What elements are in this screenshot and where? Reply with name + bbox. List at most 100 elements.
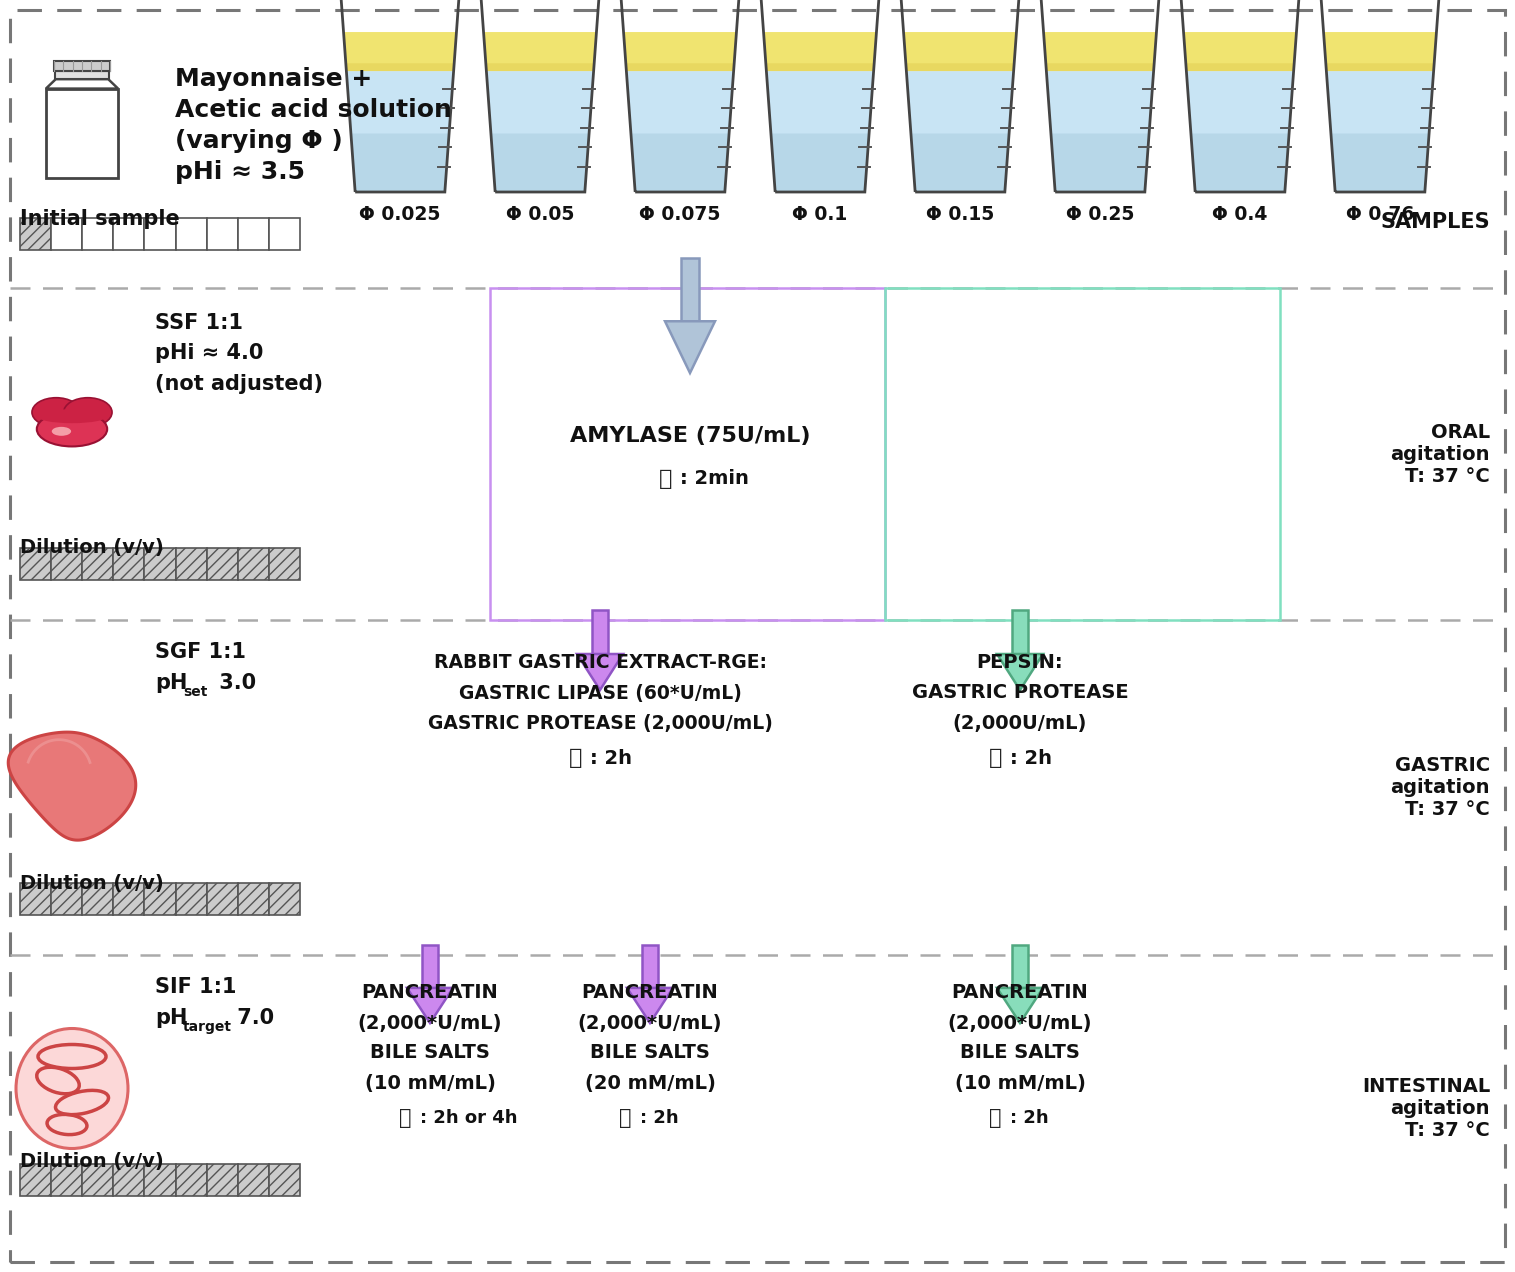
Text: (10 mM/mL): (10 mM/mL) bbox=[365, 1074, 495, 1093]
Bar bbox=[52, 218, 82, 251]
Text: Dilution (v/v): Dilution (v/v) bbox=[20, 1152, 164, 1172]
Text: Initial sample: Initial sample bbox=[20, 209, 180, 229]
Polygon shape bbox=[1326, 71, 1433, 192]
Text: : 2h or 4h: : 2h or 4h bbox=[420, 1109, 518, 1127]
Text: BILE SALTS: BILE SALTS bbox=[961, 1043, 1080, 1062]
Text: : 2h: : 2h bbox=[1011, 1109, 1048, 1127]
Text: PANCREATIN: PANCREATIN bbox=[362, 983, 498, 1002]
Bar bbox=[144, 548, 176, 580]
Polygon shape bbox=[903, 32, 1017, 64]
Bar bbox=[82, 1164, 114, 1196]
Text: GASTRIC PROTEASE (2,000U/mL): GASTRIC PROTEASE (2,000U/mL) bbox=[427, 715, 773, 734]
Text: Φ 0.05: Φ 0.05 bbox=[506, 205, 574, 224]
Polygon shape bbox=[665, 322, 715, 373]
Text: Φ 0.025: Φ 0.025 bbox=[359, 205, 441, 224]
Bar bbox=[1012, 611, 1029, 654]
Polygon shape bbox=[903, 32, 1017, 71]
Bar bbox=[114, 883, 144, 915]
Text: (not adjusted): (not adjusted) bbox=[155, 374, 323, 394]
Text: PANCREATIN: PANCREATIN bbox=[582, 983, 718, 1002]
Bar bbox=[206, 883, 238, 915]
Polygon shape bbox=[45, 79, 118, 89]
Text: Φ 0.075: Φ 0.075 bbox=[639, 205, 721, 224]
Polygon shape bbox=[1191, 134, 1289, 192]
Text: set: set bbox=[183, 686, 208, 700]
Bar bbox=[20, 1164, 52, 1196]
Bar bbox=[206, 548, 238, 580]
Bar bbox=[592, 611, 608, 654]
Polygon shape bbox=[483, 32, 597, 64]
Bar bbox=[114, 218, 144, 251]
Bar bbox=[238, 218, 268, 251]
Text: SGF 1:1: SGF 1:1 bbox=[155, 642, 245, 661]
Text: Acetic acid solution: Acetic acid solution bbox=[176, 98, 451, 122]
Text: ⧖: ⧖ bbox=[659, 469, 673, 488]
Bar bbox=[176, 218, 206, 251]
Text: (varying Φ ): (varying Φ ) bbox=[176, 128, 342, 153]
Ellipse shape bbox=[36, 412, 108, 446]
Text: Φ 0.4: Φ 0.4 bbox=[1212, 205, 1268, 224]
Bar bbox=[20, 548, 52, 580]
Text: INTESTINAL
agitation
T: 37 °C: INTESTINAL agitation T: 37 °C bbox=[1362, 1077, 1489, 1140]
Text: Φ 0.1: Φ 0.1 bbox=[792, 205, 847, 224]
Text: ORAL
agitation
T: 37 °C: ORAL agitation T: 37 °C bbox=[1391, 422, 1489, 486]
Bar bbox=[268, 548, 300, 580]
Text: ⧖: ⧖ bbox=[400, 1108, 412, 1128]
Bar bbox=[176, 548, 206, 580]
Polygon shape bbox=[624, 32, 736, 64]
Text: (2,000*U/mL): (2,000*U/mL) bbox=[577, 1014, 723, 1033]
Text: PEPSIN:: PEPSIN: bbox=[977, 653, 1064, 672]
Bar bbox=[114, 1164, 144, 1196]
Polygon shape bbox=[764, 32, 877, 71]
Text: GASTRIC PROTEASE: GASTRIC PROTEASE bbox=[912, 683, 1129, 702]
Bar bbox=[82, 883, 114, 915]
Polygon shape bbox=[911, 134, 1009, 192]
Bar bbox=[238, 1164, 268, 1196]
Polygon shape bbox=[347, 71, 453, 192]
Polygon shape bbox=[344, 32, 456, 64]
Bar bbox=[45, 89, 118, 178]
Text: (20 mM/mL): (20 mM/mL) bbox=[585, 1074, 715, 1093]
Bar bbox=[268, 1164, 300, 1196]
Bar bbox=[885, 287, 1280, 619]
Polygon shape bbox=[1044, 32, 1156, 71]
Text: (10 mM/mL): (10 mM/mL) bbox=[954, 1074, 1085, 1093]
Text: ⧖: ⧖ bbox=[989, 748, 1001, 768]
Text: SSF 1:1: SSF 1:1 bbox=[155, 313, 242, 333]
Polygon shape bbox=[1183, 32, 1297, 64]
Text: Mayonnaise +: Mayonnaise + bbox=[176, 67, 373, 92]
Polygon shape bbox=[1186, 71, 1294, 192]
Text: RABBIT GASTRIC EXTRACT-RGE:: RABBIT GASTRIC EXTRACT-RGE: bbox=[433, 653, 767, 672]
Bar bbox=[52, 548, 82, 580]
Ellipse shape bbox=[17, 1029, 127, 1149]
Bar bbox=[489, 287, 885, 619]
Ellipse shape bbox=[36, 410, 108, 424]
Text: ⧖: ⧖ bbox=[989, 1108, 1001, 1128]
Text: : 2min: : 2min bbox=[680, 469, 748, 488]
Text: pH: pH bbox=[155, 1007, 188, 1028]
Bar bbox=[1012, 945, 1029, 988]
Bar bbox=[52, 1164, 82, 1196]
Polygon shape bbox=[491, 134, 589, 192]
Text: pH: pH bbox=[155, 673, 188, 693]
Polygon shape bbox=[351, 134, 448, 192]
Text: BILE SALTS: BILE SALTS bbox=[589, 1043, 711, 1062]
Polygon shape bbox=[630, 134, 729, 192]
Ellipse shape bbox=[52, 427, 71, 436]
Polygon shape bbox=[1330, 134, 1429, 192]
Polygon shape bbox=[344, 32, 456, 71]
Polygon shape bbox=[906, 71, 1014, 192]
Bar bbox=[82, 548, 114, 580]
Bar bbox=[176, 883, 206, 915]
Bar bbox=[238, 548, 268, 580]
Bar bbox=[55, 71, 109, 79]
Polygon shape bbox=[767, 71, 874, 192]
Text: 3.0: 3.0 bbox=[212, 673, 256, 693]
Polygon shape bbox=[627, 988, 673, 1023]
Bar bbox=[423, 945, 438, 988]
Bar bbox=[268, 883, 300, 915]
Polygon shape bbox=[1324, 32, 1436, 64]
Bar bbox=[55, 61, 111, 71]
Text: : 2h: : 2h bbox=[1011, 748, 1051, 767]
Text: SIF 1:1: SIF 1:1 bbox=[155, 977, 236, 997]
